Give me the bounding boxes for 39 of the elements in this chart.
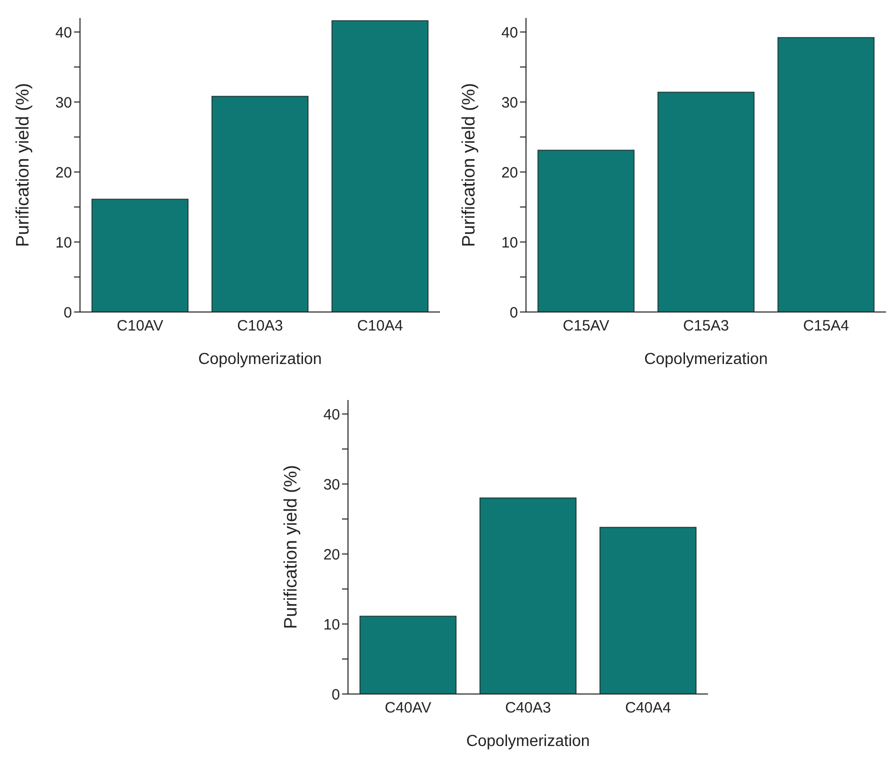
bar — [212, 96, 308, 312]
x-tick-label: C15AV — [562, 318, 610, 335]
y-tick-label: 10 — [501, 234, 518, 252]
y-tick-label: 20 — [323, 546, 340, 564]
x-axis-title: Copolymerization — [644, 351, 768, 368]
x-axis-title: Copolymerization — [198, 351, 322, 368]
y-axis-title: Purification yield (%) — [12, 82, 32, 248]
y-tick-label: 30 — [323, 476, 340, 494]
y-tick-label: 0 — [510, 304, 518, 322]
bar — [360, 616, 456, 694]
x-tick-label: C40A4 — [625, 700, 671, 717]
y-axis-title: Purification yield (%) — [458, 82, 478, 248]
bar — [480, 498, 576, 694]
y-tick-label: 30 — [55, 94, 72, 112]
bar — [332, 20, 428, 312]
y-tick-label: 30 — [501, 94, 518, 112]
x-tick-label: C15A3 — [683, 318, 729, 335]
bar — [778, 37, 874, 312]
x-tick-label: C15A4 — [803, 318, 849, 335]
y-tick-label: 10 — [55, 234, 72, 252]
y-tick-label: 10 — [323, 616, 340, 634]
bar — [92, 198, 188, 312]
x-tick-label: C10A4 — [357, 318, 403, 335]
x-tick-label: C40AV — [384, 700, 432, 717]
y-tick-label: 0 — [332, 686, 340, 704]
x-tick-label: C10A3 — [237, 318, 283, 335]
y-tick-label: 40 — [55, 24, 72, 42]
x-tick-label: C40A3 — [505, 700, 551, 717]
bar — [538, 150, 634, 312]
x-tick-label: C10AV — [116, 318, 164, 335]
y-tick-label: 20 — [55, 164, 72, 182]
bar — [658, 92, 754, 312]
bar — [600, 526, 696, 694]
y-tick-label: 20 — [501, 164, 518, 182]
x-axis-title: Copolymerization — [466, 733, 590, 750]
y-tick-label: 40 — [501, 24, 518, 42]
y-axis-title: Purification yield (%) — [280, 464, 300, 630]
y-tick-label: 40 — [323, 406, 340, 424]
y-tick-label: 0 — [64, 304, 72, 322]
